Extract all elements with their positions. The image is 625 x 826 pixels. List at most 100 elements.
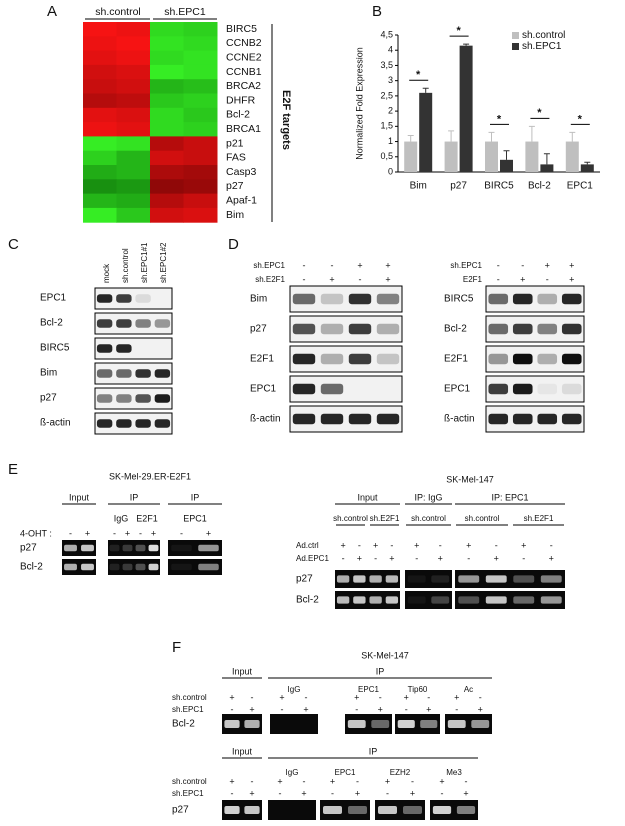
gel-frame	[320, 800, 370, 820]
gel-frame	[168, 559, 222, 575]
sign: -	[303, 274, 306, 284]
sign: +	[410, 788, 415, 798]
y-tick-label: 4	[388, 45, 393, 55]
sign: -	[180, 528, 183, 538]
band	[348, 353, 372, 365]
sign: +	[206, 528, 211, 538]
group-header: IP: EPC1	[491, 492, 528, 502]
error-bar	[503, 150, 510, 160]
sign: -	[497, 260, 500, 270]
lane-label: sh.control	[121, 248, 130, 283]
band	[292, 323, 316, 335]
band	[320, 353, 344, 365]
band	[292, 293, 316, 305]
condition-label: 4-OHT :	[20, 528, 52, 538]
heatmap-cell	[116, 36, 151, 52]
error-bar	[407, 134, 414, 142]
sign: +	[373, 540, 378, 550]
row-label: ß-actin	[250, 414, 281, 425]
band	[320, 413, 344, 425]
band	[561, 413, 582, 425]
y-tick-label: 3	[388, 75, 393, 85]
band	[458, 575, 480, 583]
sign: -	[305, 692, 308, 702]
sign: -	[379, 692, 382, 702]
shrna-label: sh.control	[465, 514, 500, 523]
gel-frame	[268, 800, 316, 820]
sign: +	[303, 704, 308, 714]
panel-title: SK-Mel-147	[446, 474, 494, 484]
lane-label: sh.EPC1#1	[140, 242, 149, 283]
shrna-label: sh.control	[411, 514, 446, 523]
sign: +	[569, 274, 574, 284]
antibody-label: Tip60	[408, 685, 428, 694]
group-header: IP: IgG	[414, 492, 442, 502]
band	[198, 563, 219, 571]
gel-frame	[430, 800, 478, 820]
band	[537, 413, 558, 425]
sign: -	[303, 776, 306, 786]
band	[485, 596, 507, 604]
band	[431, 575, 450, 583]
group-header: Input	[232, 666, 253, 676]
band	[64, 563, 77, 571]
band	[109, 563, 120, 571]
legend-swatch	[512, 43, 519, 50]
band	[116, 319, 132, 328]
band	[171, 563, 192, 571]
band	[488, 383, 509, 395]
sign: -	[251, 692, 254, 702]
heatmap-cell	[183, 136, 218, 152]
band	[64, 544, 77, 552]
band	[513, 596, 535, 604]
x-tick-label: BIRC5	[484, 181, 514, 192]
sign: +	[569, 260, 574, 270]
band	[292, 413, 316, 425]
heatmap-cell	[150, 64, 184, 80]
band	[407, 596, 426, 604]
sign: -	[479, 692, 482, 702]
sign: +	[340, 540, 345, 550]
heatmap-cell	[183, 122, 218, 137]
antibody-label: EZH2	[390, 768, 411, 777]
heatmap-cell	[83, 150, 117, 166]
row-label: Bcl-2	[20, 562, 43, 573]
heatmap-cell	[83, 36, 117, 52]
heatmap-cell	[183, 165, 218, 180]
sign: +	[478, 704, 483, 714]
heatmap-cell	[83, 22, 117, 37]
band	[96, 319, 113, 328]
sign: -	[546, 274, 549, 284]
heatmap-cell	[116, 93, 151, 109]
sign: -	[495, 540, 498, 550]
band	[323, 806, 342, 814]
band	[96, 394, 113, 403]
band	[135, 544, 146, 552]
band	[96, 369, 113, 378]
band	[116, 369, 132, 378]
sign: -	[374, 553, 377, 563]
heatmap-cell	[83, 79, 117, 94]
sign: +	[125, 528, 130, 538]
panel-title: SK-Mel-147	[361, 650, 409, 660]
band	[376, 323, 400, 335]
y-tick-label: 2	[388, 105, 393, 115]
group-header: IP	[191, 492, 200, 502]
sign: +	[463, 788, 468, 798]
antibody-label: Me3	[446, 768, 462, 777]
heatmap-cell	[150, 207, 184, 223]
band	[376, 293, 400, 305]
band	[512, 383, 533, 395]
sign: +	[385, 274, 390, 284]
band	[292, 383, 316, 395]
heatmap-cell	[116, 179, 151, 195]
gene-label: Apaf-1	[226, 195, 257, 207]
band	[512, 293, 533, 305]
gel-frame	[395, 714, 440, 734]
antibody-label: EPC1	[183, 513, 207, 523]
heatmap-cell	[183, 22, 218, 37]
band	[485, 575, 507, 583]
sign: -	[358, 540, 361, 550]
band	[320, 383, 344, 395]
